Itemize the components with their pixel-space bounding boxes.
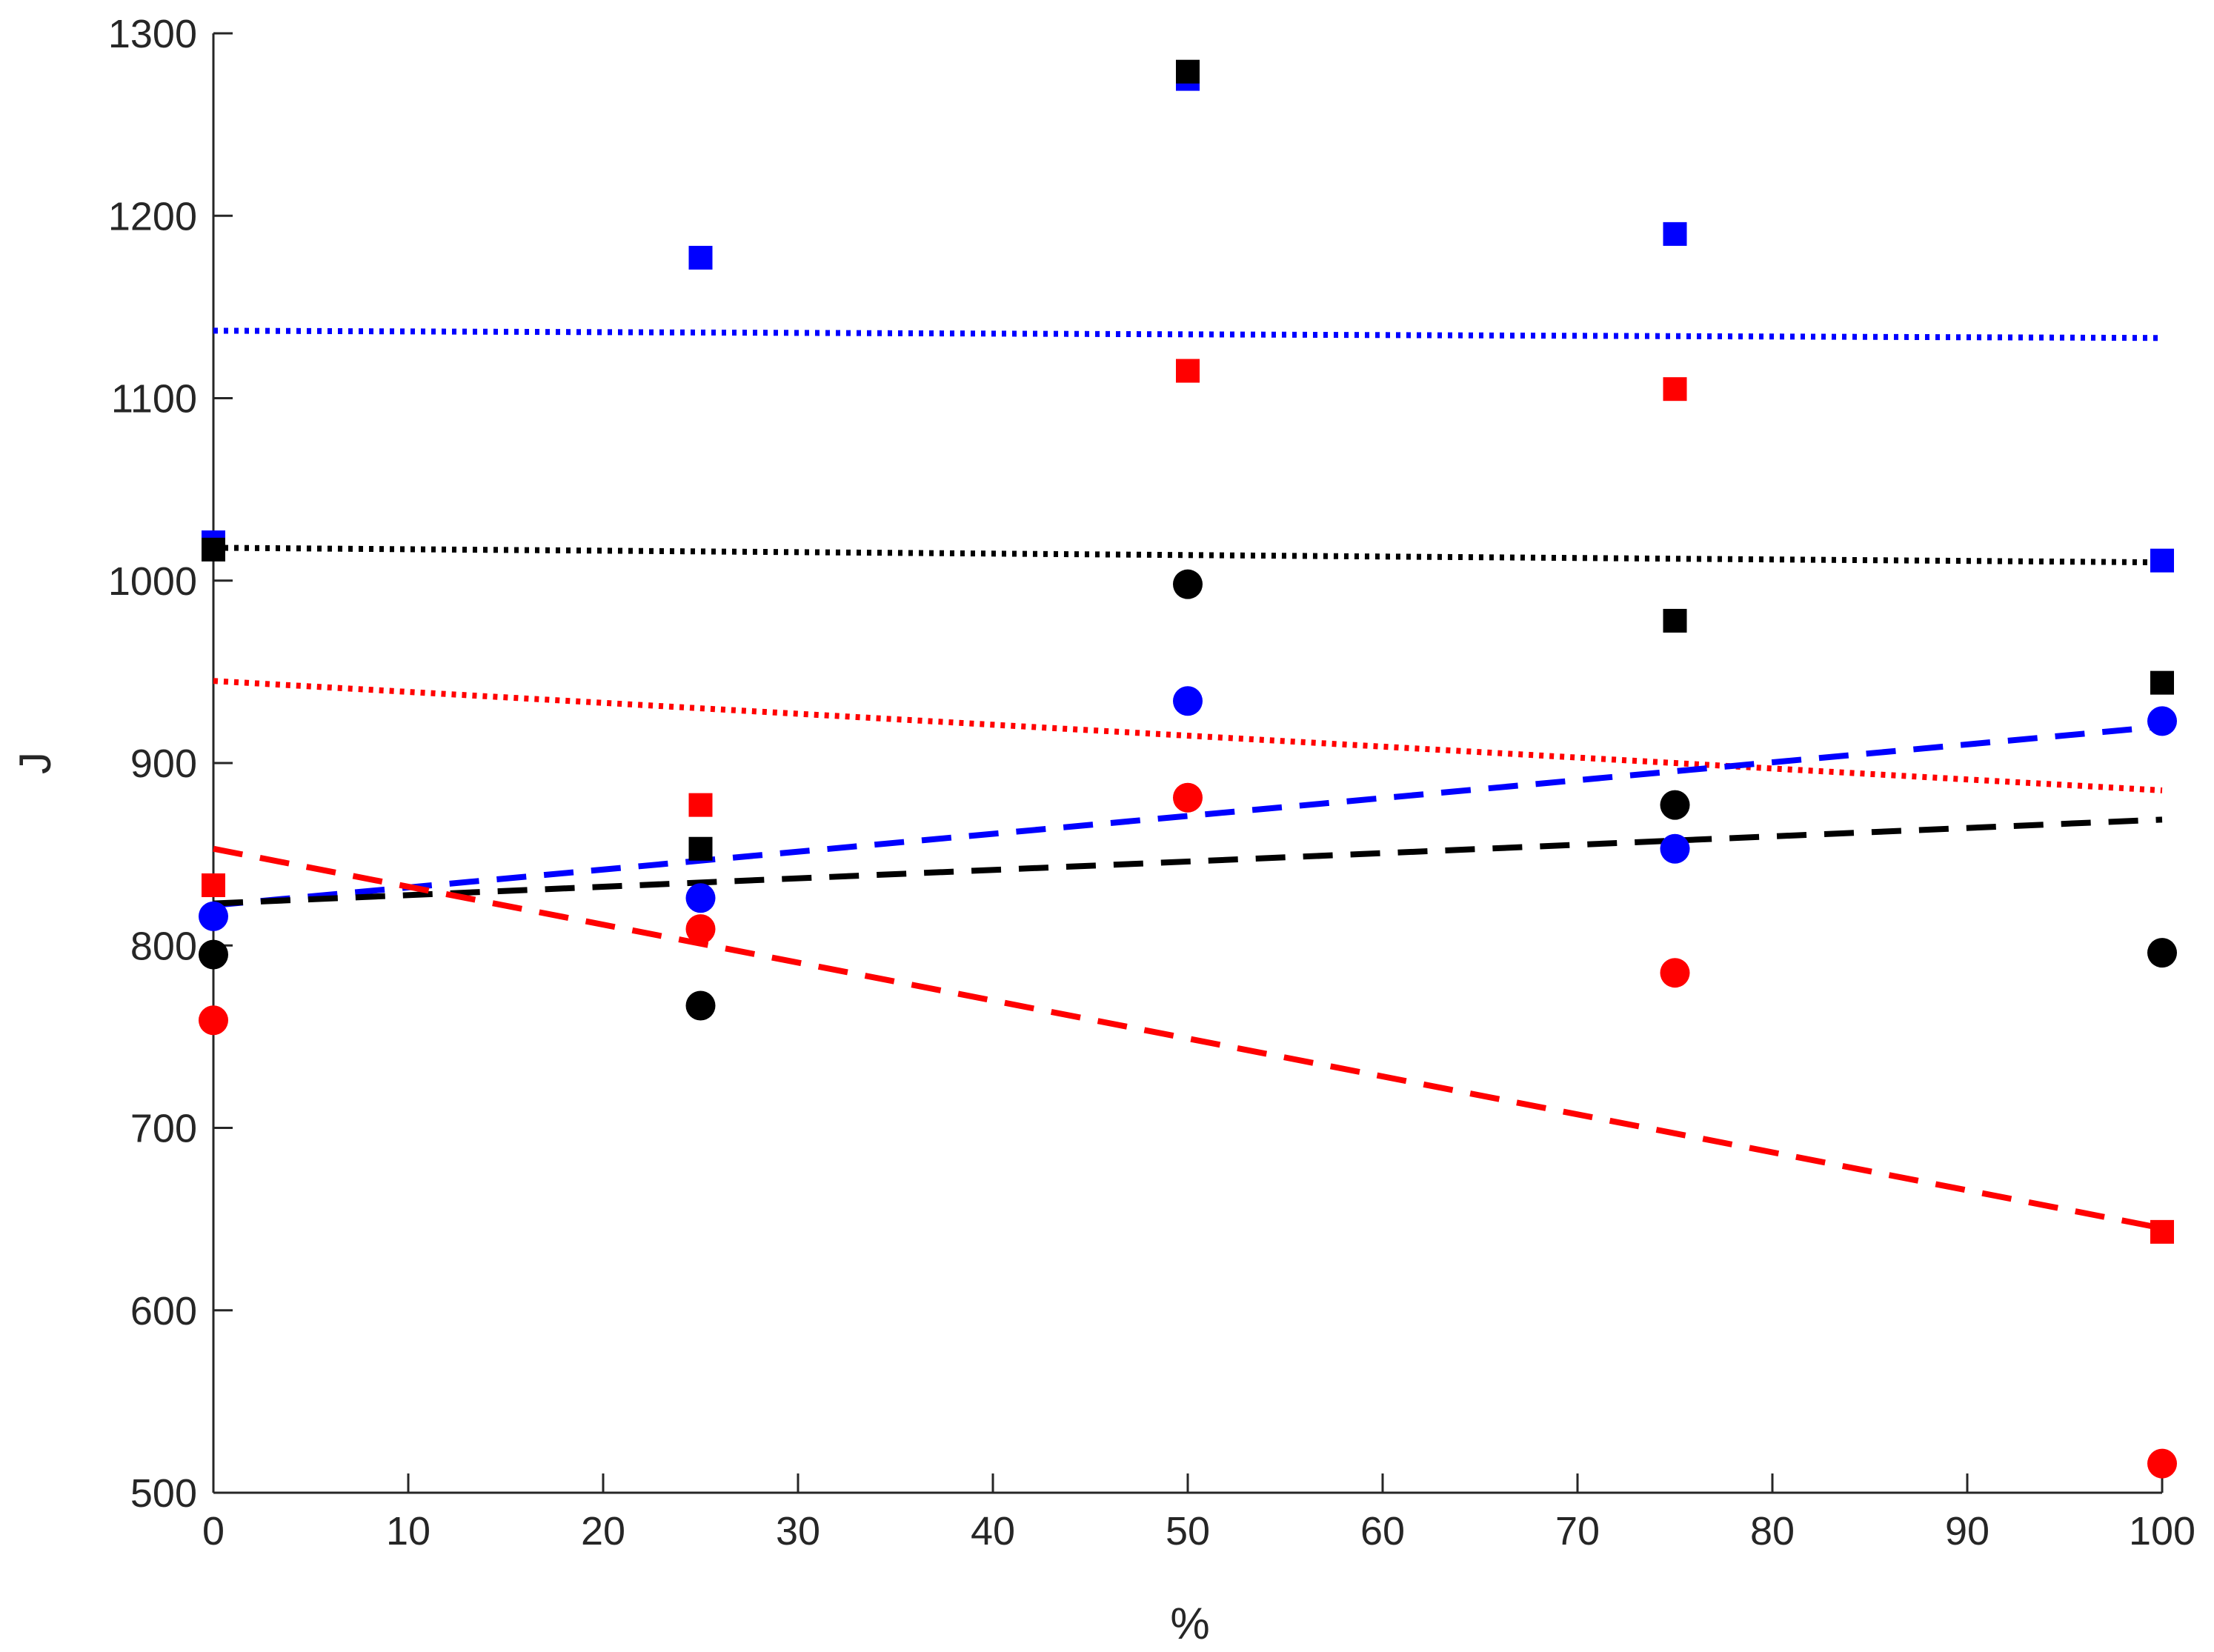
circle-point [199,1005,228,1036]
square-point [2150,548,2174,573]
circle-point [1660,833,1690,864]
x-tick-label: 70 [1555,1509,1600,1553]
x-tick-label: 60 [1360,1509,1405,1553]
y-tick-label: 800 [130,924,197,968]
circle-point [2147,1448,2177,1479]
square-point [1663,377,1687,402]
y-tick-label: 1300 [108,12,197,56]
y-tick-label: 900 [130,742,197,786]
square-point [2150,670,2174,695]
y-tick-label: 1200 [108,194,197,239]
axes: 0 10 20 30 40 50 60 70 80 90 100 500 600 700 800 900 100… [108,12,2195,1553]
dotted-trendline [213,678,2163,793]
circle-point [199,901,228,931]
x-tick-label: 100 [2129,1509,2195,1553]
y-tick-label: 600 [130,1289,197,1333]
y-tick-label: 700 [130,1107,197,1151]
y-tick-label: 1100 [111,377,197,422]
square-point [1176,59,1200,84]
data-points [199,59,2177,1479]
circle-point [1173,569,1203,599]
circle-point [685,914,716,945]
x-tick-label: 0 [202,1509,225,1553]
trendlines [213,327,2163,1231]
circle-point [1173,782,1203,813]
circle-point [685,990,716,1021]
circle-point [2147,706,2177,736]
dotted-trendline [213,544,2163,566]
square-point [1663,222,1687,246]
x-tick-label: 10 [386,1509,430,1553]
x-tick-label: 80 [1750,1509,1795,1553]
square-point [1663,608,1687,633]
x-tick-label: 30 [776,1509,820,1553]
circle-point [1660,958,1690,988]
square-point [688,245,713,270]
x-axis-label: % [1170,1599,1209,1648]
circle-point [199,939,228,970]
square-point [202,537,225,562]
circle-point [2147,938,2177,968]
dashed-trendline [213,723,2163,909]
y-tick-label: 500 [130,1471,197,1516]
square-point [202,873,225,897]
circle-point [1660,790,1690,820]
x-tick-label: 20 [581,1509,625,1553]
y-axis-label: J [10,752,60,774]
dotted-trendline [213,327,2163,342]
square-point [688,793,713,817]
square-point [1176,359,1200,383]
dashed-trendline [213,845,2163,1231]
x-tick-label: 90 [1945,1509,1989,1553]
x-tick-label: 50 [1166,1509,1210,1553]
dashed-trendline [213,816,2163,907]
x-tick-label: 40 [971,1509,1015,1553]
circle-point [1173,686,1203,716]
square-point [688,836,713,861]
circle-point [685,883,716,913]
y-tick-label: 1000 [108,559,197,604]
square-point [2150,1219,2174,1244]
